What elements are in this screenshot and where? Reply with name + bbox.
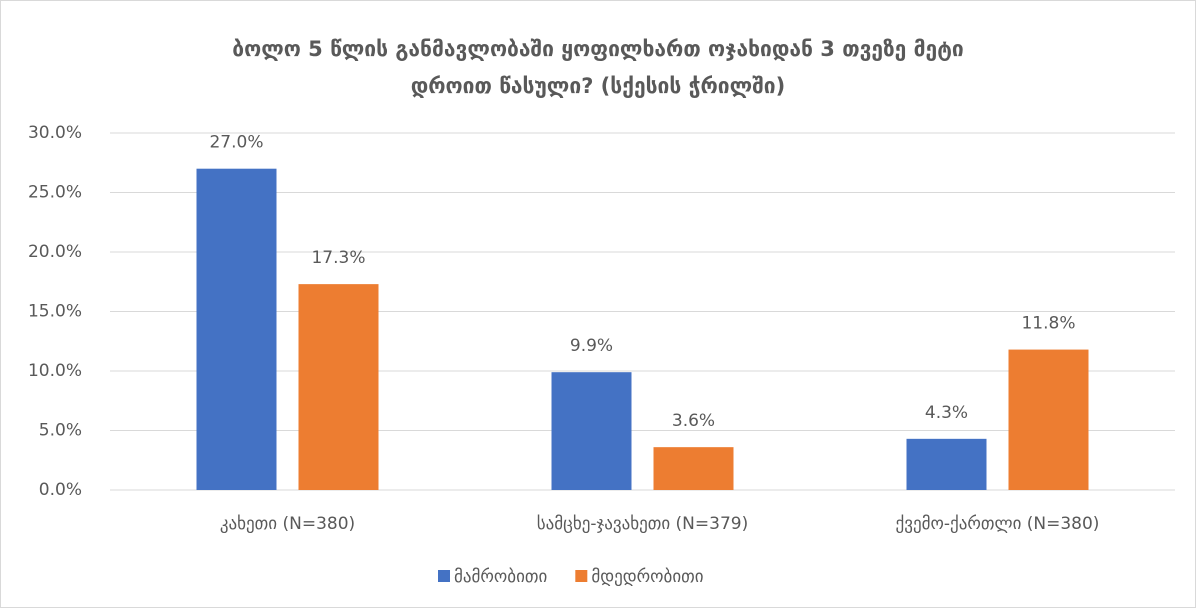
x-tick-label: ქვემო-ქართლი (N=380) bbox=[896, 514, 1100, 534]
y-tick-label: 0.0% bbox=[39, 480, 82, 500]
legend-label: მდედრობითი bbox=[591, 567, 703, 587]
y-tick-label: 25.0% bbox=[28, 183, 82, 203]
y-tick-label: 20.0% bbox=[28, 242, 82, 262]
data-label: 3.6% bbox=[672, 411, 715, 431]
data-label: 11.8% bbox=[1021, 314, 1075, 334]
legend-swatch bbox=[438, 570, 450, 582]
data-label: 4.3% bbox=[925, 403, 968, 423]
bar bbox=[196, 168, 277, 490]
chart-title: ბოლო 5 წლის განმავლობაში ყოფილხართ ოჯახი… bbox=[232, 37, 963, 61]
chart-title: დროით წასული? (სქესის ჭრილში) bbox=[411, 74, 785, 98]
data-label: 17.3% bbox=[311, 248, 365, 268]
legend-swatch bbox=[575, 570, 588, 582]
legend-label: მამრობითი bbox=[454, 567, 547, 587]
x-tick-label: სამცხე-ჯავახეთი (N=379) bbox=[537, 514, 748, 534]
data-label: 9.9% bbox=[570, 336, 613, 356]
data-label: 27.0% bbox=[209, 133, 263, 153]
bar bbox=[1008, 349, 1089, 490]
bar bbox=[551, 372, 632, 490]
y-tick-label: 30.0% bbox=[28, 123, 82, 143]
bar bbox=[906, 438, 987, 490]
bar bbox=[653, 447, 734, 490]
bar bbox=[298, 284, 379, 490]
y-tick-label: 10.0% bbox=[28, 361, 82, 381]
x-tick-label: კახეთი (N=380) bbox=[220, 514, 355, 534]
y-tick-label: 15.0% bbox=[28, 302, 82, 322]
y-tick-label: 5.0% bbox=[39, 421, 82, 441]
